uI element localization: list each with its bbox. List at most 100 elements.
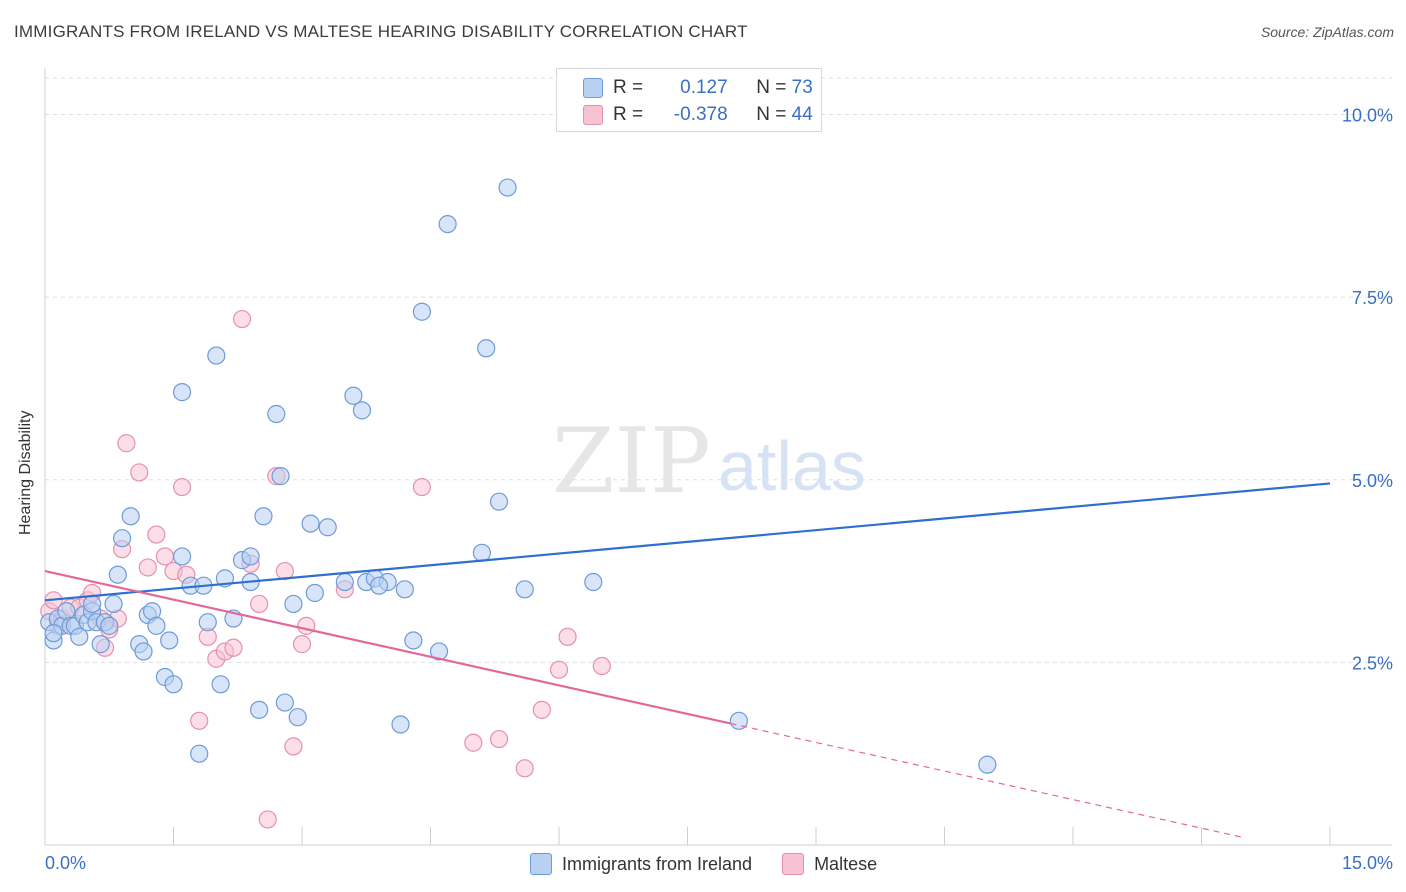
maltese-point bbox=[117, 434, 136, 453]
source-credit: Source: ZipAtlas.com bbox=[1260, 24, 1394, 40]
y-tick-label: 7.5% bbox=[1352, 288, 1393, 308]
ireland-point bbox=[160, 631, 179, 650]
ireland-swatch bbox=[583, 78, 603, 98]
ireland-point bbox=[498, 178, 517, 197]
maltese-point bbox=[190, 711, 209, 730]
maltese-point bbox=[489, 729, 509, 749]
ireland-points bbox=[40, 178, 997, 774]
ireland-point bbox=[164, 675, 183, 694]
maltese-point bbox=[297, 616, 316, 635]
ireland-point bbox=[267, 404, 286, 424]
maltese-point bbox=[258, 810, 277, 829]
legend-swatch-maltese bbox=[782, 853, 805, 875]
ireland-point bbox=[729, 711, 749, 730]
ireland-point bbox=[391, 715, 410, 734]
ireland-point bbox=[147, 616, 166, 635]
ireland-point bbox=[288, 708, 307, 727]
ireland-point bbox=[211, 675, 230, 694]
watermark-zip: ZIP bbox=[552, 409, 711, 514]
ireland-point bbox=[477, 339, 496, 358]
maltese-n-value: 44 bbox=[791, 104, 813, 125]
maltese-point bbox=[592, 656, 611, 676]
ireland-point bbox=[44, 624, 63, 643]
maltese-point bbox=[130, 463, 149, 482]
legend-label-maltese: Maltese bbox=[814, 853, 878, 874]
ireland-point bbox=[438, 214, 457, 234]
ireland-r-value: 0.127 bbox=[680, 77, 728, 98]
ireland-point bbox=[429, 642, 449, 661]
ireland-point bbox=[207, 346, 226, 365]
maltese-point bbox=[412, 477, 432, 497]
ireland-point bbox=[404, 631, 423, 650]
ireland-point bbox=[978, 755, 997, 774]
ireland-point bbox=[108, 565, 127, 584]
maltese-trend-line bbox=[44, 569, 731, 725]
maltese-point bbox=[250, 594, 269, 614]
y-axis-label: Hearing Disability bbox=[17, 410, 34, 536]
ireland-point bbox=[250, 700, 269, 719]
y-tick-label: 10.0% bbox=[1342, 106, 1393, 126]
ireland-point bbox=[271, 467, 290, 486]
chart-legend: Immigrants from Ireland Maltese bbox=[530, 852, 907, 876]
legend-item-ireland[interactable]: Immigrants from Ireland bbox=[530, 853, 752, 875]
maltese-point bbox=[292, 635, 312, 654]
x-tick-label-max: 15.0% bbox=[1342, 853, 1393, 873]
legend-swatch-ireland bbox=[530, 853, 552, 875]
maltese-point bbox=[224, 638, 243, 657]
ireland-point bbox=[190, 744, 209, 763]
maltese-r-label: R = bbox=[613, 104, 644, 125]
axes bbox=[44, 68, 1392, 846]
y-tick-label: 2.5% bbox=[1352, 653, 1393, 673]
ireland-point bbox=[305, 583, 324, 603]
maltese-point bbox=[532, 700, 551, 719]
ireland-point bbox=[352, 401, 372, 420]
maltese-point bbox=[549, 660, 569, 679]
ireland-point bbox=[100, 616, 119, 635]
maltese-point bbox=[284, 737, 303, 756]
ireland-point bbox=[91, 635, 110, 654]
ireland-point bbox=[121, 507, 140, 526]
ireland-point bbox=[301, 514, 320, 533]
ireland-point bbox=[104, 594, 123, 614]
stats-box: R = 0.127 N = 73 R = -0.378 N = 44 bbox=[556, 68, 822, 132]
ireland-point bbox=[515, 580, 534, 599]
x-tick-label-min: 0.0% bbox=[45, 853, 86, 873]
maltese-trend-extension bbox=[730, 722, 1245, 839]
maltese-point bbox=[147, 525, 166, 544]
maltese-point bbox=[464, 733, 483, 752]
maltese-points bbox=[40, 309, 611, 829]
maltese-swatch bbox=[583, 105, 603, 125]
ireland-point bbox=[172, 383, 192, 402]
watermark: ZIP atlas bbox=[552, 409, 866, 514]
watermark-atlas: atlas bbox=[718, 427, 866, 505]
tick-labels: 2.5% 5.0% 7.5% 10.0% 0.0% 15.0% bbox=[45, 106, 1393, 873]
trend-lines bbox=[44, 482, 1331, 839]
maltese-point bbox=[138, 558, 157, 577]
legend-item-maltese[interactable]: Maltese bbox=[782, 853, 877, 875]
y-tick-label: 5.0% bbox=[1352, 471, 1393, 491]
ireland-point bbox=[344, 386, 363, 405]
ireland-point bbox=[335, 572, 354, 592]
maltese-point bbox=[558, 627, 577, 646]
maltese-point bbox=[515, 759, 534, 778]
ireland-point bbox=[275, 693, 294, 712]
ireland-point bbox=[412, 302, 432, 321]
ireland-n-label: N = bbox=[756, 77, 787, 98]
maltese-r-value: -0.378 bbox=[673, 104, 728, 125]
ireland-point bbox=[318, 518, 337, 537]
ireland-point bbox=[370, 576, 389, 595]
ireland-point bbox=[112, 529, 132, 548]
ireland-point bbox=[172, 547, 192, 566]
ireland-n-value: 73 bbox=[791, 77, 813, 98]
chart-title: IMMIGRANTS FROM IRELAND VS MALTESE HEARI… bbox=[14, 22, 748, 41]
ireland-point bbox=[395, 580, 414, 599]
ireland-point bbox=[489, 492, 509, 511]
legend-label-ireland: Immigrants from Ireland bbox=[562, 853, 753, 874]
ireland-point bbox=[198, 613, 217, 632]
ireland-r-label: R = bbox=[613, 77, 644, 98]
ireland-point bbox=[584, 572, 603, 592]
ireland-point bbox=[70, 627, 89, 646]
ireland-trend-line bbox=[44, 482, 1331, 602]
ireland-point bbox=[472, 543, 491, 562]
